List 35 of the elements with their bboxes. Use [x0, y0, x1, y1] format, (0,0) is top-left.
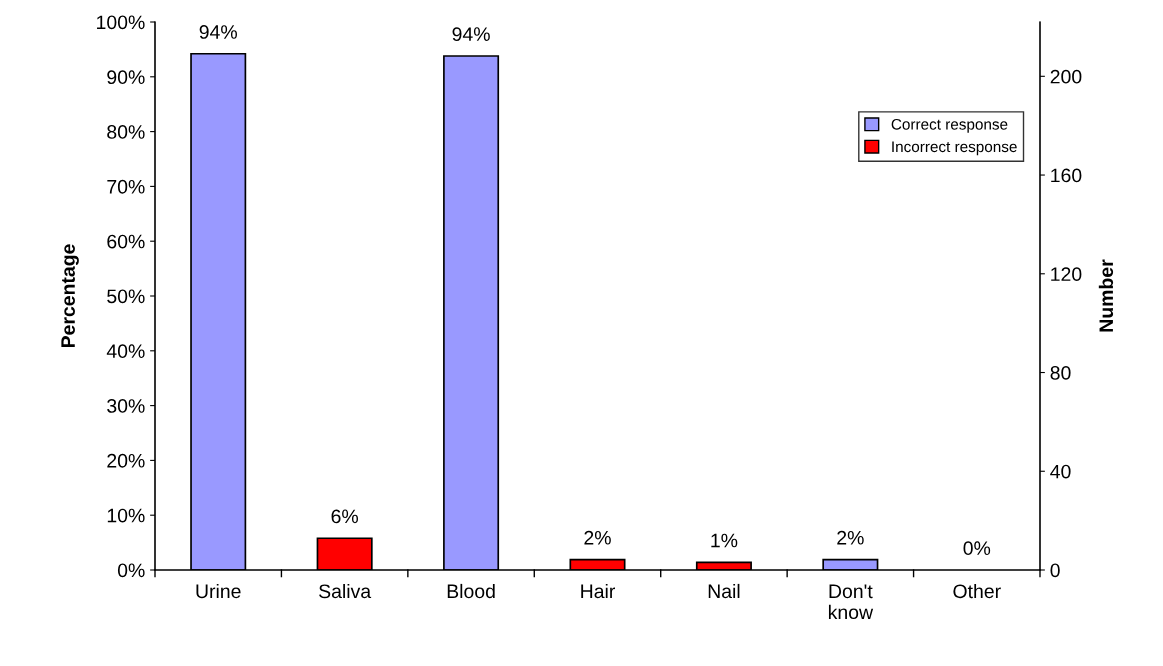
- data-label: 94%: [452, 27, 490, 42]
- x-tick-label: Saliva: [319, 583, 372, 599]
- data-label: 0%: [963, 541, 991, 556]
- y-tick-label: 30%: [107, 399, 145, 413]
- x-tick-label: Other: [953, 583, 1001, 599]
- x-tick-label: Urine: [196, 583, 241, 599]
- y2-tick-label: 160: [1051, 168, 1082, 183]
- y2-axis-title: Number: [1098, 259, 1114, 332]
- y-tick-label: 10%: [107, 508, 145, 523]
- data-label: 2%: [837, 530, 864, 545]
- y-axis-title: Percentage: [61, 244, 79, 348]
- y-tick-label: 40%: [106, 344, 145, 359]
- data-label: 6%: [331, 509, 358, 524]
- legend-label: Correct response: [891, 118, 1008, 133]
- y-tick-label: 0%: [117, 563, 145, 578]
- x-tick-label: Don't know: [828, 584, 874, 620]
- legend-label: Incorrect response: [892, 141, 1017, 156]
- data-label: 94%: [199, 25, 237, 39]
- x-tick-label: Hair: [581, 583, 615, 599]
- data-label: 2%: [584, 530, 611, 545]
- y2-tick-label: 120: [1051, 267, 1082, 282]
- y2-tick-label: 40: [1050, 464, 1071, 479]
- y-tick-label: 70%: [107, 179, 145, 194]
- y2-tick-label: 80: [1050, 365, 1071, 380]
- y2-tick-label: 0: [1050, 563, 1060, 578]
- y-tick-label: 90%: [107, 70, 145, 85]
- x-tick-label: Nail: [708, 583, 740, 599]
- y-tick-label: 80%: [107, 125, 145, 139]
- y-tick-label: 50%: [107, 289, 145, 304]
- y-tick-label: 100%: [97, 15, 145, 30]
- y-tick-label: 20%: [107, 453, 145, 468]
- data-label: 1%: [711, 533, 738, 548]
- y2-tick-label: 200: [1050, 69, 1082, 84]
- y-tick-label: 60%: [107, 234, 145, 249]
- x-tick-label: Blood: [447, 583, 495, 599]
